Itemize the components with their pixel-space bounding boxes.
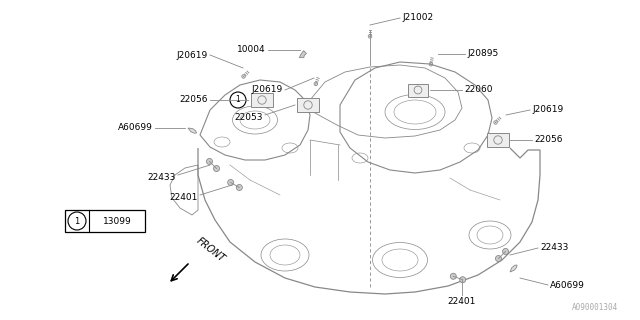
- Text: 22401: 22401: [170, 193, 198, 202]
- Circle shape: [495, 122, 496, 123]
- Circle shape: [214, 165, 220, 172]
- Text: 22056: 22056: [179, 95, 208, 105]
- Text: 22053: 22053: [234, 113, 263, 122]
- Text: J20619: J20619: [532, 106, 563, 115]
- Bar: [487, 133, 509, 147]
- Bar: [65, 210, 145, 232]
- Text: 1: 1: [74, 217, 79, 226]
- Text: 22060: 22060: [464, 85, 493, 94]
- Polygon shape: [188, 128, 196, 133]
- Circle shape: [495, 256, 502, 261]
- Text: J20895: J20895: [467, 50, 499, 59]
- Text: 13099: 13099: [102, 217, 131, 226]
- Text: 22433: 22433: [540, 244, 568, 252]
- Bar: [251, 93, 273, 107]
- Circle shape: [502, 248, 509, 254]
- Circle shape: [243, 76, 244, 77]
- Bar: [297, 98, 319, 112]
- Text: A090001304: A090001304: [572, 303, 618, 312]
- Polygon shape: [300, 51, 307, 58]
- Circle shape: [369, 36, 371, 37]
- Text: A60699: A60699: [118, 124, 153, 132]
- Text: 22056: 22056: [534, 135, 563, 145]
- Text: 10004: 10004: [237, 45, 266, 54]
- Text: 22401: 22401: [448, 297, 476, 306]
- Text: 22433: 22433: [148, 172, 176, 181]
- Text: J20619: J20619: [177, 51, 208, 60]
- Circle shape: [451, 273, 456, 279]
- Circle shape: [228, 180, 234, 186]
- Text: J21002: J21002: [402, 13, 433, 22]
- Text: FRONT: FRONT: [195, 236, 227, 264]
- Text: A60699: A60699: [550, 281, 585, 290]
- Text: J20619: J20619: [252, 85, 283, 94]
- Circle shape: [207, 158, 212, 164]
- Circle shape: [430, 64, 431, 65]
- Polygon shape: [510, 265, 517, 272]
- Circle shape: [236, 185, 243, 190]
- Circle shape: [460, 277, 466, 283]
- Bar: [408, 84, 428, 97]
- Text: 1: 1: [236, 95, 241, 105]
